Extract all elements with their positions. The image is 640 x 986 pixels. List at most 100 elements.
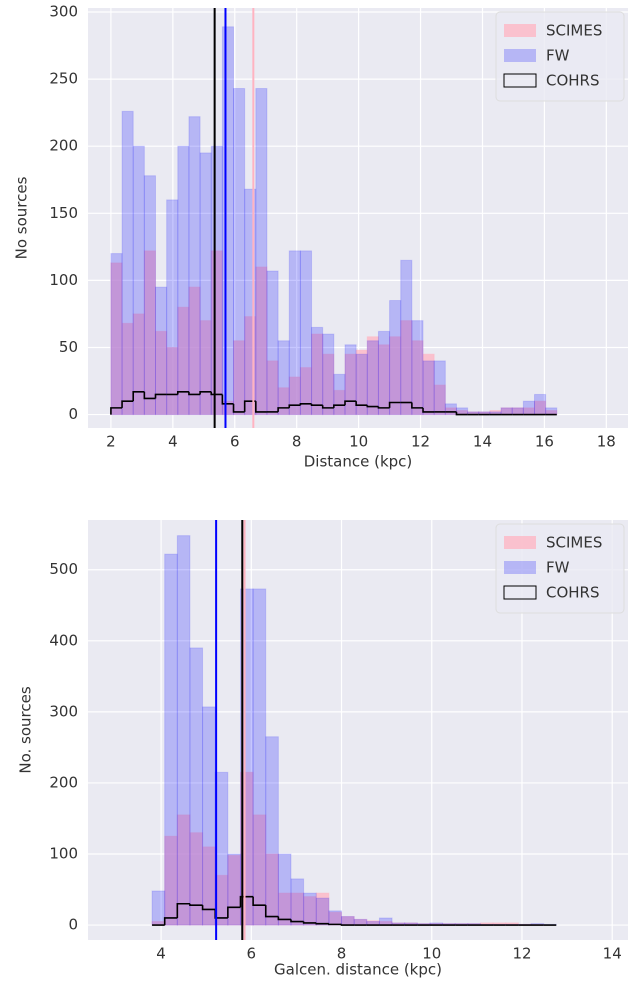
histogram-bar bbox=[341, 916, 355, 926]
histogram-bar bbox=[255, 88, 268, 416]
legend-label: SCIMES bbox=[546, 534, 602, 552]
histogram-bar bbox=[151, 890, 166, 926]
histogram-bar bbox=[522, 400, 535, 416]
legend-label: FW bbox=[546, 559, 570, 577]
histogram-bar bbox=[355, 353, 368, 416]
histogram-step bbox=[299, 403, 312, 406]
histogram-bar bbox=[389, 300, 402, 416]
histogram-bar bbox=[315, 892, 330, 926]
legend-label: COHRS bbox=[546, 584, 600, 602]
histogram-bar bbox=[500, 407, 513, 416]
histogram-bar bbox=[344, 344, 357, 416]
histogram-bar bbox=[189, 647, 204, 926]
y-tick-label: 300 bbox=[49, 3, 78, 21]
histogram-step bbox=[239, 895, 254, 908]
y-tick-label: 0 bbox=[68, 405, 78, 423]
x-tick-label: 6 bbox=[247, 945, 257, 963]
x-tick-label: 6 bbox=[230, 433, 240, 451]
x-tick-label: 4 bbox=[168, 433, 178, 451]
histogram-step bbox=[189, 903, 203, 906]
histogram-step bbox=[176, 902, 190, 918]
y-axis-label: No. sources bbox=[17, 686, 35, 773]
histogram-bar bbox=[199, 152, 212, 416]
histogram-bar bbox=[378, 917, 393, 926]
histogram-bar bbox=[288, 250, 301, 416]
histogram-bar bbox=[545, 407, 558, 416]
x-tick-label: 8 bbox=[292, 433, 302, 451]
y-tick-label: 400 bbox=[49, 631, 78, 649]
histogram-bar bbox=[277, 853, 292, 926]
histogram-bar bbox=[433, 384, 446, 416]
histogram-step bbox=[277, 407, 290, 412]
histogram-bar bbox=[110, 253, 123, 416]
histogram-bar bbox=[333, 373, 346, 416]
histogram-bar bbox=[328, 910, 343, 926]
x-tick-label: 4 bbox=[156, 945, 166, 963]
histogram-step bbox=[277, 916, 292, 921]
histogram-bar bbox=[210, 145, 223, 416]
histogram-bar bbox=[444, 403, 457, 416]
histogram-step bbox=[310, 403, 323, 406]
histogram-step bbox=[252, 896, 266, 906]
histogram-bar bbox=[303, 892, 317, 926]
histogram-bar bbox=[411, 320, 424, 416]
histogram-step bbox=[388, 401, 401, 408]
legend-label: COHRS bbox=[546, 72, 600, 90]
histogram-bar bbox=[252, 588, 267, 926]
histogram-bar bbox=[164, 553, 178, 926]
histogram-bar bbox=[177, 145, 190, 416]
y-tick-label: 250 bbox=[49, 70, 78, 88]
histogram-step bbox=[333, 404, 345, 408]
histogram-step bbox=[110, 407, 123, 415]
histogram-step bbox=[176, 390, 189, 395]
x-tick-label: 10 bbox=[422, 945, 441, 963]
histogram-bar bbox=[366, 340, 379, 416]
histogram-bar bbox=[422, 353, 435, 416]
histogram-step bbox=[411, 402, 424, 409]
histogram-step bbox=[366, 405, 379, 408]
legend-swatch bbox=[504, 561, 536, 574]
histogram-step bbox=[290, 919, 304, 923]
x-tick-label: 8 bbox=[337, 945, 347, 963]
histogram-bar bbox=[189, 832, 204, 926]
histogram-step bbox=[163, 917, 178, 926]
y-tick-label: 200 bbox=[49, 773, 78, 791]
histogram-step bbox=[328, 923, 342, 926]
y-tick-label: 500 bbox=[49, 560, 78, 578]
legend-swatch bbox=[503, 585, 537, 600]
histogram-step bbox=[201, 905, 216, 911]
histogram-bar bbox=[176, 535, 191, 926]
histogram-bar bbox=[202, 706, 216, 926]
histogram-bar bbox=[265, 853, 279, 926]
legend-swatch bbox=[504, 536, 536, 549]
histogram-bar bbox=[511, 407, 524, 416]
histogram-bar bbox=[221, 26, 235, 416]
histogram-bar bbox=[121, 110, 134, 416]
x-tick-label: 12 bbox=[512, 945, 531, 963]
histogram-bar bbox=[322, 333, 335, 416]
x-axis-label: Distance (kpc) bbox=[304, 453, 413, 471]
histogram-step bbox=[377, 406, 390, 409]
legend-swatch bbox=[503, 73, 537, 88]
y-tick-label: 100 bbox=[49, 271, 78, 289]
histogram-step bbox=[121, 400, 134, 408]
histogram-bar bbox=[210, 250, 223, 416]
histogram-bar bbox=[400, 259, 413, 416]
histogram-step bbox=[243, 400, 256, 412]
y-tick-label: 300 bbox=[49, 702, 78, 720]
histogram-bar bbox=[155, 286, 168, 416]
histogram-bar bbox=[422, 360, 435, 416]
legend-swatch bbox=[504, 49, 536, 62]
y-tick-label: 150 bbox=[49, 204, 78, 222]
y-axis-label: No sources bbox=[13, 176, 31, 259]
histogram-step bbox=[264, 905, 279, 918]
histogram-bar bbox=[455, 407, 469, 416]
histogram-step bbox=[143, 391, 156, 400]
histogram-bar bbox=[290, 878, 305, 926]
histogram-bar bbox=[377, 330, 391, 416]
histogram-step bbox=[355, 401, 368, 406]
y-tick-label: 200 bbox=[49, 137, 78, 155]
x-tick-label: 2 bbox=[106, 433, 116, 451]
x-tick-label: 12 bbox=[411, 433, 430, 451]
